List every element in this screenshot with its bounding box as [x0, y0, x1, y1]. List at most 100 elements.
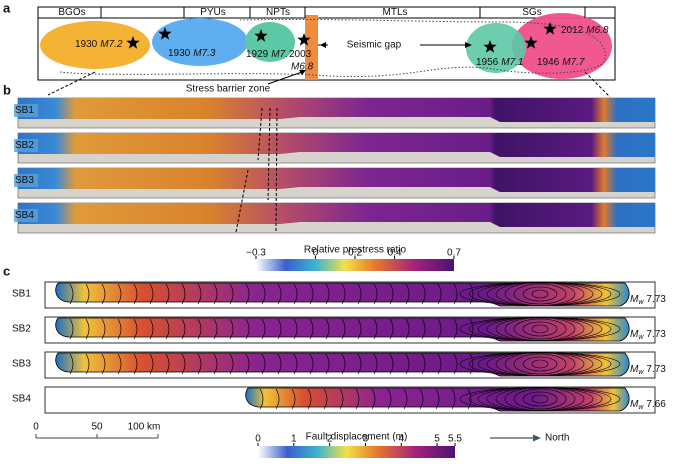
magnitude-symbol: M [630, 364, 639, 375]
rupture-front [513, 388, 567, 410]
rupture-front [405, 353, 410, 375]
row-label-bg [14, 209, 38, 222]
earthquake-label: 2012 M6.8 [561, 25, 609, 36]
rupture-front [403, 388, 408, 410]
rupture-front [325, 353, 330, 375]
rupture-front [387, 388, 392, 410]
earthquake-year: 1956 [476, 57, 499, 68]
epicenter [483, 40, 497, 53]
row-label: SB1 [15, 105, 34, 116]
prestress-strip [18, 98, 655, 122]
rupture-front [69, 318, 74, 340]
rupture-front [309, 283, 314, 305]
magnitude-label: Mw 7.73 [630, 294, 666, 306]
north-arrow-head [533, 434, 541, 442]
epicenter [297, 33, 311, 46]
rupture-front [459, 282, 621, 306]
panel-label: b [3, 82, 11, 97]
colorbar-tick-label: 0.2 [348, 248, 362, 259]
rupture-front [277, 283, 282, 305]
rupture-front [513, 353, 567, 375]
slip-distribution [55, 317, 630, 342]
colorbar-title: Fault displacement (m) [306, 432, 408, 443]
rupture-front [245, 283, 250, 305]
rupture-front [293, 283, 298, 305]
rupture-front [453, 353, 458, 375]
rupture-front [101, 353, 106, 375]
rupture-front [149, 283, 154, 305]
epicenter [524, 36, 538, 49]
epicenter [543, 22, 557, 35]
barrier-marker [235, 169, 249, 233]
rupture-front [373, 353, 378, 375]
rupture-front [522, 286, 558, 302]
earthquake-year: 1930 [75, 39, 98, 50]
rupture-front [165, 283, 170, 305]
earthquake-magnitude: M7.7 [562, 57, 585, 68]
epicenter [158, 27, 172, 40]
rupture-front [245, 318, 250, 340]
rupture-front [405, 283, 410, 305]
rupture-outline [59, 18, 606, 78]
row-label: SB2 [15, 140, 34, 151]
annotation: Seismic gap [347, 40, 402, 51]
scale-label: 50 [91, 422, 103, 433]
rupture-front [261, 353, 266, 375]
rupture-front [275, 388, 280, 410]
north-label: North [545, 433, 569, 444]
rupture-front [245, 353, 250, 375]
rupture-front [389, 318, 394, 340]
earthquake-magnitude: M6.8 [586, 25, 609, 36]
row-label-bg [14, 104, 38, 117]
earthquake-label: 2003 [289, 49, 312, 60]
rupture-front [181, 283, 186, 305]
rupture-front [522, 356, 558, 372]
rupture-front [513, 318, 567, 340]
rupture-front [309, 353, 314, 375]
magnitude-label: Mw 7.66 [630, 399, 666, 411]
rupture-front [421, 283, 426, 305]
connector [584, 71, 611, 98]
row-label: SB4 [15, 210, 34, 221]
magnitude-subscript: w [638, 299, 644, 306]
colorbar-title: Relative prestress ratio [304, 245, 407, 256]
rupture-zone [40, 21, 150, 69]
rupture-front [293, 353, 298, 375]
rupture-front [181, 318, 186, 340]
earthquake-magnitude: M7.2 [100, 39, 123, 50]
map-frame [37, 6, 616, 81]
epicenter [126, 36, 140, 49]
prestress-strip [18, 203, 655, 227]
rupture-front [421, 353, 426, 375]
rupture-front [307, 388, 312, 410]
earthquake-label: 1930 M7.3 [168, 48, 216, 59]
rupture-front [522, 391, 558, 407]
rupture-front [117, 353, 122, 375]
segment-label: SGs [522, 7, 541, 18]
earthquake-magnitude: M7.3 [193, 48, 216, 59]
rupture-front [325, 283, 330, 305]
rupture-front [213, 353, 218, 375]
rupture-front [149, 353, 154, 375]
rupture-front [451, 388, 456, 410]
barrier-marker [267, 107, 271, 201]
colorbar-tick-label: 5.5 [448, 434, 462, 445]
row-label: SB3 [15, 175, 34, 186]
rupture-front [277, 318, 282, 340]
rupture-front [197, 353, 202, 375]
segment-label: MTLs [383, 7, 408, 18]
colorbar [258, 446, 455, 458]
colorbar [256, 259, 454, 271]
earthquake-magnitude: M7. [271, 49, 288, 60]
slip-distribution [55, 352, 630, 377]
rupture-front [309, 318, 314, 340]
magnitude-value: 7.66 [646, 399, 666, 410]
rupture-front [355, 388, 360, 410]
rupture-front [341, 353, 346, 375]
rupture-front [165, 353, 170, 375]
connector [47, 71, 96, 96]
colorbar-tick-label: 0 [255, 434, 261, 445]
row-label: SB2 [12, 324, 31, 335]
rupture-front [373, 283, 378, 305]
